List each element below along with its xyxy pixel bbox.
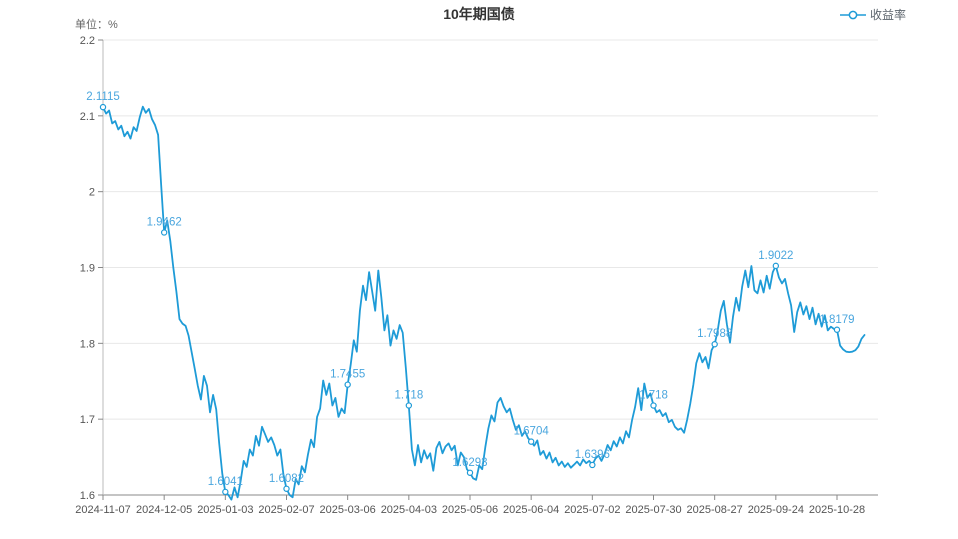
chart-title: 10年期国债 <box>443 6 515 22</box>
x-axis-tick-label: 2025-06-04 <box>503 504 559 516</box>
legend-item-yield[interactable]: 收益率 <box>839 6 906 23</box>
y-axis-tick-label: 1.9 <box>80 263 95 275</box>
x-axis-tick-label: 2025-02-07 <box>258 504 314 516</box>
x-axis-tick-label: 2025-09-24 <box>748 504 804 516</box>
data-point-label: 1.9462 <box>147 216 182 228</box>
data-point-label: 1.7988 <box>697 328 732 340</box>
data-point-marker[interactable] <box>833 326 841 333</box>
x-axis-tick-label: 2025-08-27 <box>687 504 743 516</box>
data-point-marker[interactable] <box>527 438 535 445</box>
data-point-marker[interactable] <box>405 402 413 409</box>
data-point-marker[interactable] <box>283 485 290 492</box>
data-point-label: 1.6041 <box>208 476 243 488</box>
x-axis-tick-label: 2025-07-02 <box>564 504 620 516</box>
x-axis-tick-label: 2024-11-07 <box>75 504 130 516</box>
data-point-label: 1.7455 <box>330 369 365 381</box>
data-point-marker[interactable] <box>222 488 229 496</box>
y-axis-tick-label: 1.6 <box>80 490 95 502</box>
x-axis-tick-label: 2025-04-03 <box>381 504 437 516</box>
data-point-marker[interactable] <box>772 262 780 270</box>
data-point-label: 1.6704 <box>514 426 550 438</box>
x-axis-tick-label: 2024-12-05 <box>136 504 192 516</box>
x-axis-tick-label: 2025-01-03 <box>197 504 253 516</box>
data-point-label: 1.8179 <box>819 314 854 326</box>
y-axis-tick-label: 2.2 <box>80 35 95 47</box>
data-point-label: 1.6293 <box>452 457 487 469</box>
data-point-label: 1.6396 <box>575 449 610 461</box>
y-axis-tick-label: 2.1 <box>80 111 95 123</box>
x-axis-tick-label: 2025-10-28 <box>809 504 865 516</box>
legend-line-circle-icon <box>839 9 866 21</box>
data-point-label: 1.718 <box>639 390 668 402</box>
data-point-marker[interactable] <box>344 381 351 388</box>
data-point-label: 1.6082 <box>269 473 304 485</box>
data-point-label: 1.718 <box>394 390 423 402</box>
x-axis-tick-label: 2025-05-06 <box>442 504 498 516</box>
data-point-label: 1.9022 <box>758 250 793 262</box>
data-point-marker[interactable] <box>99 103 107 111</box>
legend-label: 收益率 <box>869 8 906 22</box>
data-point-marker[interactable] <box>650 402 657 409</box>
data-point-marker[interactable] <box>160 229 168 236</box>
y-axis-tick-label: 1.7 <box>80 414 95 426</box>
data-point-marker[interactable] <box>466 469 474 476</box>
x-axis-tick-label: 2025-07-30 <box>625 504 681 516</box>
data-point-label: 2.1115 <box>86 91 119 103</box>
yield-series-line <box>102 105 866 501</box>
x-axis-tick-label: 2025-03-06 <box>320 504 376 516</box>
y-axis-unit-label: 单位：% <box>75 19 118 31</box>
y-axis-tick-label: 1.8 <box>80 338 95 350</box>
data-point-marker[interactable] <box>589 461 596 469</box>
data-point-marker[interactable] <box>711 341 718 348</box>
y-axis-tick-label: 2 <box>89 187 95 199</box>
